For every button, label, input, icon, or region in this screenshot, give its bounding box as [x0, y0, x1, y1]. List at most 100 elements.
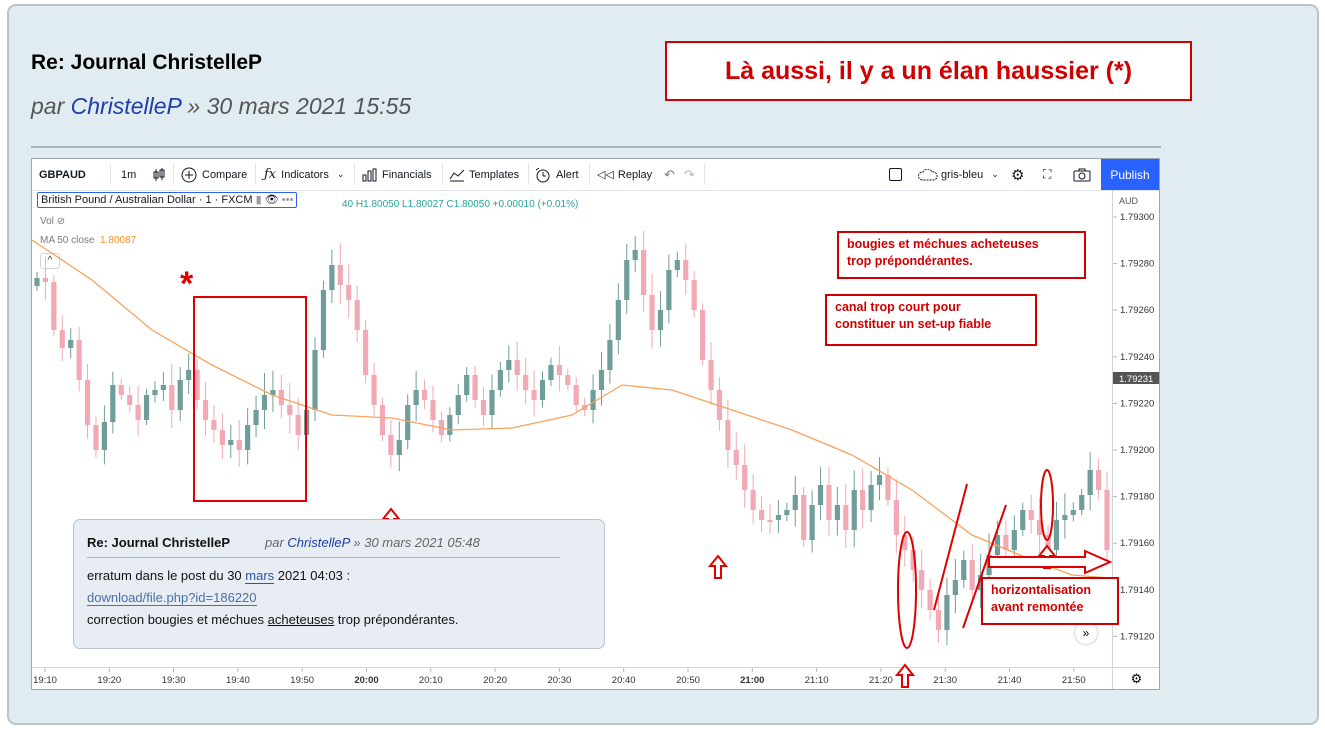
quoted-by: par	[265, 535, 288, 550]
fullscreen-box-icon[interactable]	[889, 159, 902, 190]
separator	[589, 164, 590, 185]
settings-gear-icon[interactable]: ⚙	[1011, 166, 1025, 184]
time-tick-label: 21:10	[805, 675, 829, 686]
ohlc-values: 40 H1.80050 L1.80027 C1.80050 +0.00010 (…	[342, 199, 579, 210]
ma-legend: MA 50 close 1.80087	[40, 235, 136, 246]
candle-body	[101, 422, 108, 450]
time-tick-label: 21:00	[740, 675, 764, 686]
candle-body	[405, 405, 411, 440]
candle-body	[699, 310, 706, 360]
quoted-post-title[interactable]: Re: Journal ChristelleP	[87, 535, 231, 550]
time-tick-label: 20:40	[612, 675, 636, 686]
symbol-name-box[interactable]: British Pound / Australian Dollar · 1 · …	[37, 192, 298, 208]
price-tick-label: 1.79120	[1120, 631, 1154, 642]
eye-slash-icon[interactable]: ⊘	[56, 216, 66, 227]
separator	[442, 164, 443, 185]
price-tick-label: 1.79260	[1120, 305, 1154, 316]
candle-body	[1045, 535, 1051, 550]
candle-body	[691, 280, 697, 310]
candle-body	[843, 505, 849, 530]
annotation-note-candles: bougies et méchues acheteuses trop prépo…	[837, 231, 1086, 279]
candle-body	[472, 375, 478, 400]
alarm-clock-icon	[535, 167, 550, 182]
more-dots[interactable]: •••	[281, 194, 294, 206]
compare-button[interactable]: Compare	[181, 159, 247, 190]
note-line: canal trop court pour	[835, 300, 961, 314]
month-link[interactable]: mars	[245, 568, 275, 584]
time-tick-label: 21:50	[1062, 675, 1086, 686]
time-tick-label: 21:30	[933, 675, 957, 686]
candle-body	[295, 415, 301, 435]
candle-body	[876, 475, 883, 485]
candle-style-icon[interactable]	[152, 159, 166, 190]
time-tick-label: 20:00	[354, 675, 378, 686]
templates-button[interactable]: Templates	[449, 159, 519, 190]
candle-body	[160, 385, 166, 390]
candle-body	[228, 440, 234, 445]
candle-body	[927, 590, 933, 610]
candle-body	[758, 510, 765, 520]
chevron-down-icon: ⌄	[336, 169, 345, 179]
candle-body	[893, 500, 899, 535]
candle-body	[413, 390, 419, 405]
candle-body	[51, 282, 57, 330]
time-tick-label: 20:10	[419, 675, 443, 686]
text: correction bougies et méchues	[87, 612, 268, 627]
candle-body	[455, 395, 461, 415]
scroll-to-realtime-icon[interactable]: »	[1075, 622, 1097, 644]
replay-button[interactable]: ◁◁ Replay	[597, 159, 652, 190]
alert-label: Alert	[556, 168, 579, 181]
ma-label: MA 50 close	[40, 235, 95, 246]
candle-body	[539, 380, 546, 400]
compare-label: Compare	[202, 168, 248, 181]
candle-body	[666, 270, 672, 310]
redo-icon[interactable]: ↷	[684, 166, 695, 182]
eye-icon[interactable]: 👁	[264, 194, 279, 206]
time-axis[interactable]: 19:10 19:20 19:30 19:40 19:50 20:00 20:10 20:20…	[32, 667, 1112, 689]
candle-body	[624, 260, 630, 300]
post-date: » 30 mars 2021 15:55	[181, 93, 412, 119]
candle-body	[68, 340, 74, 348]
expand-icon[interactable]: ⛶	[1043, 167, 1052, 181]
time-tick-label: 21:40	[998, 675, 1022, 686]
camera-icon[interactable]	[1073, 159, 1091, 190]
candle-body	[421, 390, 428, 400]
post-author-link[interactable]: ChristelleP	[70, 93, 181, 119]
candle-body	[1070, 510, 1076, 515]
layout-label: gris-bleu	[941, 168, 984, 181]
financials-label: Financials	[382, 168, 432, 181]
candle-body	[236, 440, 242, 450]
symbol-search[interactable]: GBPAUD	[39, 168, 86, 181]
candle-body	[632, 250, 638, 260]
separator	[255, 164, 256, 185]
undo-icon[interactable]: ↶	[664, 166, 675, 182]
price-tick-label: 1.79300	[1120, 212, 1154, 223]
candle-body	[42, 278, 49, 282]
layout-button[interactable]: gris-bleu ⌄	[918, 159, 999, 190]
quoted-author-link[interactable]: ChristelleP	[287, 535, 350, 550]
price-tick-label: 1.79140	[1120, 585, 1154, 596]
publish-button[interactable]: Publish	[1101, 159, 1159, 190]
note-line: constituer un set-up fiable	[835, 317, 992, 331]
price-axis[interactable]: AUD 1.79300 1.79280 1.79260 1.79240 1.79220 1.…	[1112, 190, 1159, 668]
candle-body	[683, 260, 689, 280]
candle-body	[725, 420, 731, 450]
indicators-button[interactable]: ƒx Indicators ⌄	[264, 159, 344, 190]
quoted-post-meta: par ChristelleP » 30 mars 2021 05:48	[265, 535, 480, 550]
interval-select[interactable]: 1m	[121, 168, 137, 181]
candle-body	[287, 405, 293, 415]
candle-body	[514, 360, 520, 375]
post-title[interactable]: Re: Journal ChristelleP	[31, 51, 263, 74]
candle-body	[531, 390, 537, 400]
add-circle-icon	[181, 167, 197, 182]
financials-button[interactable]: Financials	[362, 159, 432, 190]
candle-body	[177, 380, 183, 410]
chevron-down-icon: ⌄	[991, 169, 999, 179]
attachment-link[interactable]: download/file.php?id=186220	[87, 590, 257, 606]
axis-settings-gear-icon[interactable]: ⚙	[1112, 667, 1159, 689]
current-price-label: 1.79231	[1119, 374, 1153, 385]
candle-body	[379, 405, 386, 435]
quoted-divider	[87, 557, 560, 558]
candle-body	[110, 385, 116, 422]
alert-button[interactable]: Alert	[535, 159, 579, 190]
